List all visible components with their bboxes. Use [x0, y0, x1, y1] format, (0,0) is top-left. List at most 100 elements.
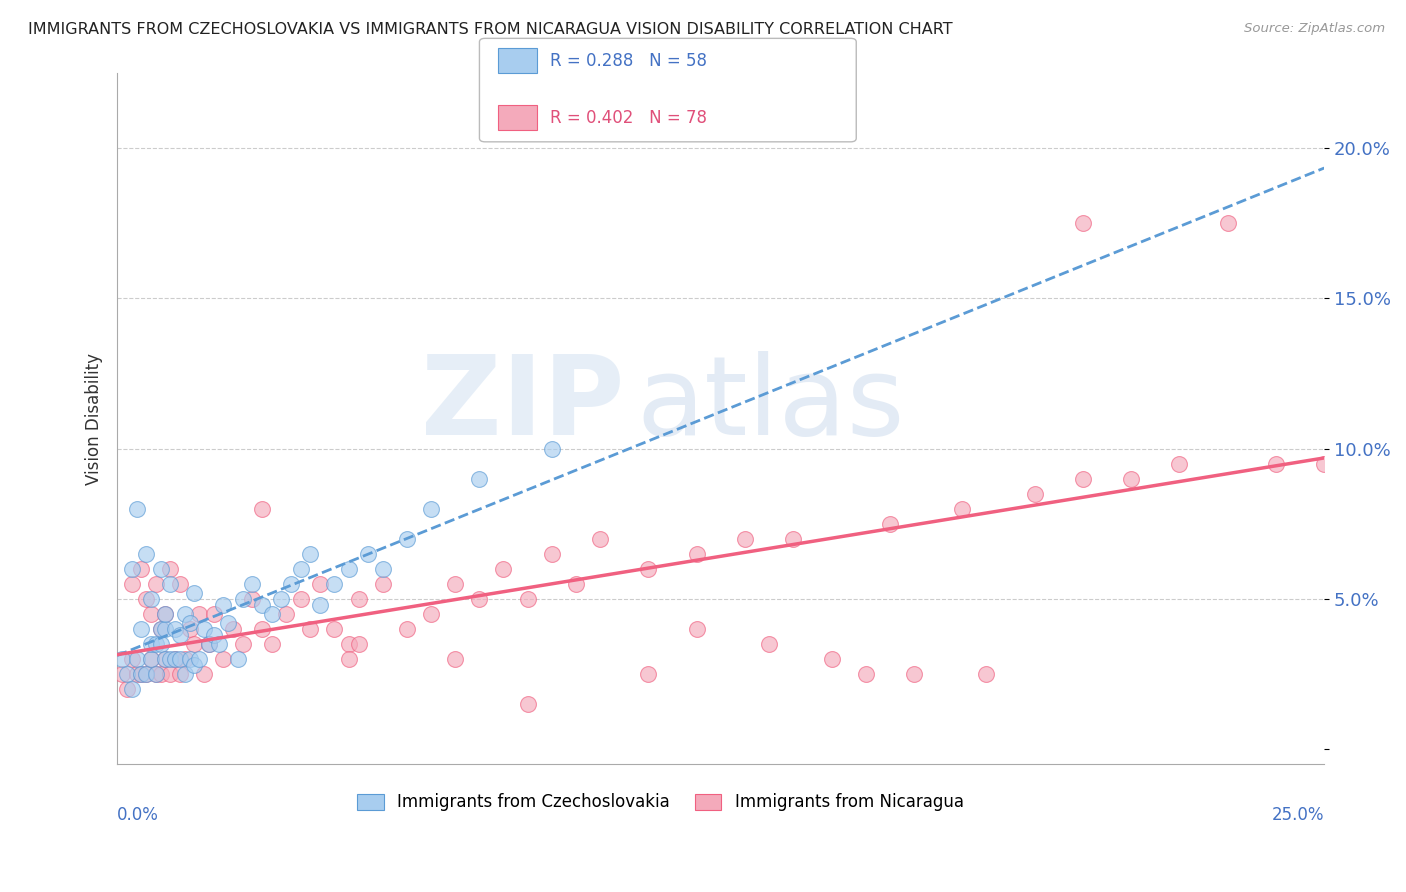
Point	[290, 591, 312, 606]
Point	[125, 652, 148, 666]
Point	[1071, 472, 1094, 486]
Point	[159, 577, 181, 591]
Point	[135, 547, 157, 561]
Point	[337, 652, 360, 666]
Point	[357, 547, 380, 561]
Point	[299, 622, 322, 636]
Point	[135, 667, 157, 681]
Point	[145, 667, 167, 681]
Point	[135, 667, 157, 681]
Point	[165, 652, 187, 666]
Point	[280, 577, 302, 591]
Point	[444, 577, 467, 591]
Point	[371, 562, 394, 576]
Point	[159, 652, 181, 666]
Point	[222, 622, 245, 636]
Point	[149, 622, 172, 636]
Point	[169, 667, 191, 681]
Point	[1265, 457, 1288, 471]
Point	[155, 652, 177, 666]
Legend: Immigrants from Czechoslovakia, Immigrants from Nicaragua: Immigrants from Czechoslovakia, Immigran…	[350, 787, 970, 818]
Point	[468, 591, 491, 606]
Point	[323, 622, 346, 636]
Point	[212, 652, 235, 666]
Point	[492, 562, 515, 576]
Point	[183, 586, 205, 600]
Point	[734, 532, 756, 546]
Point	[179, 622, 201, 636]
Point	[198, 637, 221, 651]
Point	[232, 591, 254, 606]
Point	[395, 532, 418, 546]
Point	[193, 667, 215, 681]
Text: IMMIGRANTS FROM CZECHOSLOVAKIA VS IMMIGRANTS FROM NICARAGUA VISION DISABILITY CO: IMMIGRANTS FROM CZECHOSLOVAKIA VS IMMIGR…	[28, 22, 953, 37]
Point	[139, 637, 162, 651]
Point	[226, 652, 249, 666]
Point	[260, 637, 283, 651]
Point	[974, 667, 997, 681]
Point	[1168, 457, 1191, 471]
Point	[1313, 457, 1336, 471]
Point	[202, 607, 225, 621]
Text: R = 0.288   N = 58: R = 0.288 N = 58	[550, 52, 707, 70]
Point	[395, 622, 418, 636]
Point	[821, 652, 844, 666]
Point	[202, 628, 225, 642]
Point	[420, 501, 443, 516]
Point	[903, 667, 925, 681]
Point	[149, 622, 172, 636]
Point	[1024, 487, 1046, 501]
Point	[131, 667, 153, 681]
Point	[179, 615, 201, 630]
Point	[337, 562, 360, 576]
Point	[139, 591, 162, 606]
Point	[188, 607, 211, 621]
Point	[131, 667, 153, 681]
Point	[169, 652, 191, 666]
Text: 25.0%: 25.0%	[1272, 805, 1324, 823]
Point	[950, 501, 973, 516]
Point	[309, 577, 332, 591]
Point	[149, 562, 172, 576]
Point	[879, 516, 901, 531]
Point	[149, 637, 172, 651]
Point	[198, 637, 221, 651]
Point	[155, 652, 177, 666]
Point	[217, 615, 239, 630]
Point	[183, 637, 205, 651]
Point	[145, 637, 167, 651]
Point	[250, 622, 273, 636]
Point	[173, 652, 195, 666]
Point	[347, 591, 370, 606]
Point	[250, 598, 273, 612]
Point	[516, 591, 538, 606]
Point	[188, 652, 211, 666]
Point	[371, 577, 394, 591]
Point	[169, 628, 191, 642]
Text: Source: ZipAtlas.com: Source: ZipAtlas.com	[1244, 22, 1385, 36]
Point	[173, 607, 195, 621]
Point	[149, 667, 172, 681]
Point	[139, 607, 162, 621]
Point	[565, 577, 588, 591]
Point	[250, 501, 273, 516]
Point	[111, 667, 134, 681]
Point	[347, 637, 370, 651]
Point	[125, 667, 148, 681]
Point	[212, 598, 235, 612]
Point	[540, 442, 562, 456]
Point	[135, 591, 157, 606]
Point	[179, 652, 201, 666]
Point	[290, 562, 312, 576]
Point	[685, 622, 707, 636]
Point	[159, 562, 181, 576]
Point	[121, 652, 143, 666]
Point	[855, 667, 877, 681]
Point	[155, 607, 177, 621]
Point	[444, 652, 467, 666]
Point	[159, 667, 181, 681]
Point	[276, 607, 298, 621]
Point	[1216, 216, 1239, 230]
Point	[232, 637, 254, 651]
Point	[337, 637, 360, 651]
